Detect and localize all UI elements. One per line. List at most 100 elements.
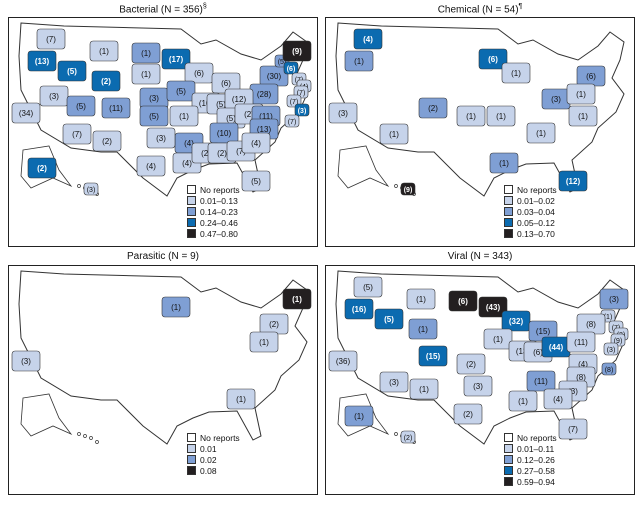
map-panel-viral: (5) (16) (5) (1) (6) (43) (32) (1) (15) (1) (13) (6… — [325, 265, 635, 495]
state-region-ia — [166, 80, 196, 102]
state-region-mo — [169, 105, 199, 127]
state-count-label: (5) — [216, 100, 226, 109]
legend-item: 0.14–0.23 — [187, 206, 240, 217]
state-region-wa — [353, 28, 383, 50]
legend-label: 0.03–0.04 — [517, 206, 555, 217]
state-count-label: (6) — [586, 72, 596, 81]
state-region-va — [568, 105, 598, 127]
legend-label: No reports — [517, 184, 557, 195]
legend-label: No reports — [200, 432, 240, 443]
state-region-az — [379, 123, 409, 145]
state-count-label: (2) — [463, 410, 473, 419]
legend-swatch — [504, 207, 513, 216]
map-panel-bacterial: (7) (13) (5) (1) (1) (17) (2) (1) (6) (6) (30) (5)(… — [8, 17, 318, 247]
hawaii-island — [83, 434, 87, 438]
state-count-label: (2) — [101, 77, 111, 86]
state-region-ca — [11, 102, 41, 124]
state-region-la — [489, 152, 519, 174]
state-region-hi — [83, 182, 99, 196]
hawaii-island — [77, 432, 81, 436]
state-region-ak — [27, 157, 57, 179]
legend-item: 0.01–0.11 — [504, 443, 557, 454]
state-region-me — [599, 288, 629, 310]
state-count-label: (2) — [466, 360, 476, 369]
legend-swatch — [504, 466, 513, 475]
state-count-label: (30) — [267, 72, 282, 81]
map-legend: No reports 0.01 0.02 0.08 — [187, 432, 240, 476]
state-count-label: (3) — [298, 108, 307, 115]
state-region-nd — [131, 42, 161, 64]
legend-item: No reports — [187, 184, 240, 195]
state-region-az — [379, 371, 409, 393]
state-count-label: (1) — [499, 159, 509, 168]
state-region-ks — [139, 105, 169, 127]
state-region-az — [62, 123, 92, 145]
state-count-label: (8) — [605, 367, 614, 374]
state-count-label: (11) — [574, 338, 588, 347]
state-count-label: (3) — [149, 94, 159, 103]
legend-item: 0.24–0.46 — [187, 217, 240, 228]
legend-swatch — [504, 218, 513, 227]
state-count-label: (1) — [141, 70, 151, 79]
legend-label: 0.01–0.11 — [517, 443, 555, 454]
state-count-label: (1) — [259, 338, 269, 347]
state-region-ks — [456, 105, 486, 127]
map-legend: No reports 0.01–0.11 0.12–0.26 0.27–0.58 0.5… — [504, 432, 557, 487]
legend-label: 0.24–0.46 — [200, 217, 238, 228]
hawaii-island — [89, 436, 93, 440]
legend-swatch — [504, 433, 513, 442]
state-count-label: (28) — [257, 90, 272, 99]
state-region-tx — [136, 155, 166, 177]
state-count-label: (4) — [553, 395, 563, 404]
state-region-pa — [249, 331, 279, 353]
us-map: (7)(13)(5)(1) (1)(17)(2)(1) (6)(6)(30)(5)(… — [11, 22, 312, 197]
map-legend: No reports 0.01–0.02 0.03–0.04 0.05–0.12 0.1… — [504, 184, 557, 239]
legend-item: No reports — [504, 432, 557, 443]
state-region-ok — [463, 375, 493, 397]
state-count-label: (3) — [87, 187, 96, 194]
state-count-label: (10) — [217, 129, 232, 138]
state-region-ms — [508, 390, 538, 412]
legend-swatch — [504, 444, 513, 453]
legend-label: 0.13–0.70 — [517, 228, 555, 239]
state-count-label: (1) — [354, 412, 364, 421]
state-region-nm — [92, 130, 122, 152]
state-count-label: (5) — [251, 177, 261, 186]
legend-item: 0.47–0.80 — [187, 228, 240, 239]
state-region-hi — [400, 182, 416, 196]
state-region-ga — [226, 388, 256, 410]
hawaii-island — [394, 432, 398, 436]
state-region-mn — [161, 296, 191, 318]
state-region-wy — [91, 70, 121, 92]
legend-label: 0.01 — [200, 443, 217, 454]
panel-title-bacterial: Bacterial (N = 356)§ — [119, 3, 207, 16]
legend-swatch — [187, 185, 196, 194]
state-region-nh — [283, 61, 299, 75]
legend-swatch — [187, 229, 196, 238]
state-count-label: (4) — [578, 360, 588, 369]
state-count-label: (3) — [49, 92, 59, 101]
state-count-label: (36) — [336, 357, 351, 366]
state-count-label: (16) — [352, 305, 367, 314]
state-count-label: (9) — [404, 187, 413, 194]
state-count-label: (3) — [551, 95, 561, 104]
legend-swatch — [187, 444, 196, 453]
state-count-label: (6) — [194, 69, 204, 78]
legend-item: 0.27–0.58 — [504, 465, 557, 476]
state-count-label: (2) — [428, 104, 438, 113]
map-panel-parasitic: (1) (1) (2) (1) (3) (1) No reports 0.01 0.02 0.08 — [8, 265, 318, 495]
state-count-label: (5) — [76, 102, 86, 111]
legend-label: 0.02 — [200, 454, 217, 465]
state-region-mo — [486, 105, 516, 127]
panel-title-viral: Viral (N = 343) — [447, 251, 513, 262]
legend-item: 0.05–0.12 — [504, 217, 557, 228]
legend-item: No reports — [504, 184, 557, 195]
state-region-tx — [453, 403, 483, 425]
state-region-wa — [353, 276, 383, 298]
hawaii-island — [95, 440, 99, 444]
legend-swatch — [187, 455, 196, 464]
state-count-label: (4) — [184, 139, 194, 148]
state-count-label: (1) — [493, 335, 503, 344]
state-count-label: (13) — [257, 125, 272, 134]
state-count-label: (4) — [182, 159, 192, 168]
